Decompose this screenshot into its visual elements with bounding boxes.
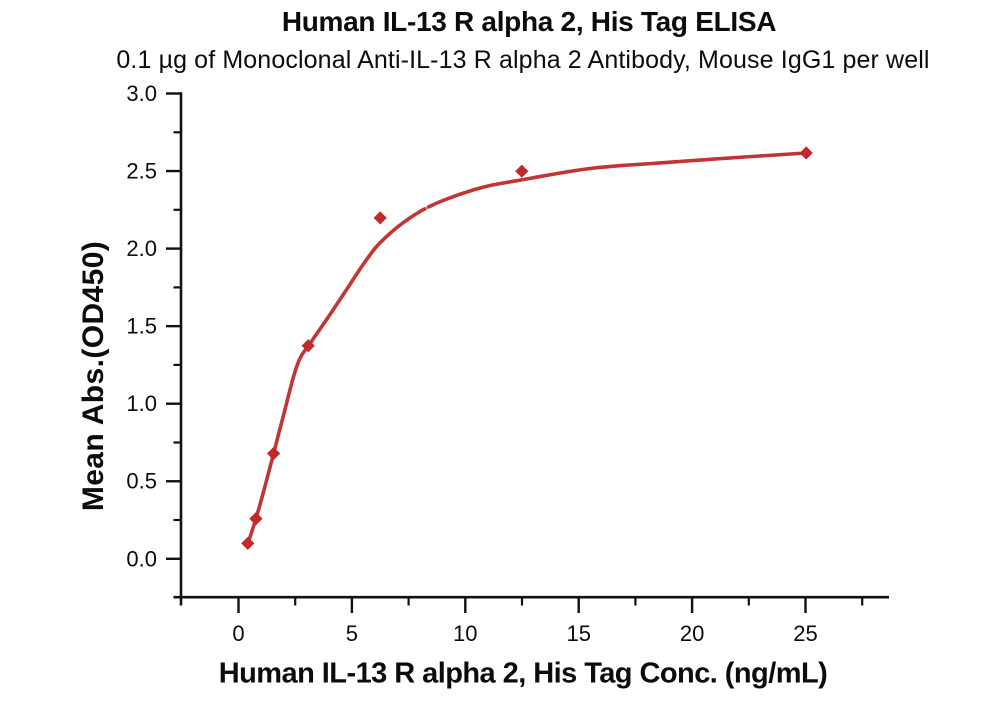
svg-text:0.1 µg of Monoclonal Anti-IL-1: 0.1 µg of Monoclonal Anti-IL-13 R alpha … <box>116 46 929 74</box>
svg-text:10: 10 <box>453 621 477 646</box>
svg-text:Mean Abs.(OD450): Mean Abs.(OD450) <box>77 241 110 511</box>
svg-text:0: 0 <box>232 621 244 646</box>
svg-text:Human IL-13 R alpha 2, His Tag: Human IL-13 R alpha 2, His Tag ELISA <box>282 6 776 37</box>
svg-text:1.5: 1.5 <box>126 314 157 339</box>
svg-text:20: 20 <box>680 621 704 646</box>
svg-text:1.0: 1.0 <box>126 391 157 416</box>
svg-text:2.0: 2.0 <box>126 236 157 261</box>
svg-text:2.5: 2.5 <box>126 159 157 184</box>
svg-text:5: 5 <box>346 621 358 646</box>
svg-text:15: 15 <box>566 621 590 646</box>
svg-text:0.0: 0.0 <box>126 546 157 571</box>
svg-text:3.0: 3.0 <box>126 81 157 106</box>
svg-text:0.5: 0.5 <box>126 469 157 494</box>
svg-text:25: 25 <box>793 621 817 646</box>
svg-text:Human IL-13 R alpha 2, His Tag: Human IL-13 R alpha 2, His Tag Conc. (ng… <box>219 658 828 690</box>
